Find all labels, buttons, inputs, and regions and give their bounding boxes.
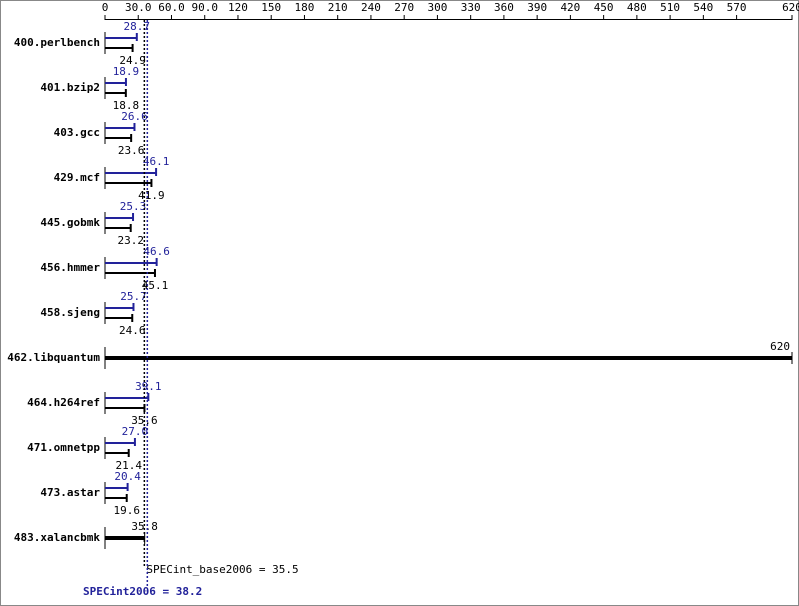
category-label: 473.astar <box>40 486 100 499</box>
x-tick-label: 60.0 <box>158 1 185 14</box>
value-label: 35.8 <box>131 520 158 533</box>
value-label: 25.7 <box>120 290 147 303</box>
category-label: 456.hmmer <box>40 261 100 274</box>
score-label: SPECint2006 = 38.2 <box>83 585 202 598</box>
bar <box>105 82 126 84</box>
value-label: 18.8 <box>113 99 140 112</box>
value-label: 28.7 <box>124 20 151 33</box>
x-tick-label: 0 <box>102 1 109 14</box>
value-label: 23.6 <box>118 144 145 157</box>
bar <box>105 452 129 454</box>
bar <box>105 272 155 274</box>
category-label: 458.sjeng <box>40 306 100 319</box>
x-tick-label: 120 <box>228 1 248 14</box>
value-label: 46.1 <box>143 155 170 168</box>
value-label: 19.6 <box>113 504 140 517</box>
x-tick-label: 210 <box>328 1 348 14</box>
x-tick-label: 570 <box>727 1 747 14</box>
bar <box>105 47 133 49</box>
x-tick-label: 540 <box>693 1 713 14</box>
bar <box>105 182 152 184</box>
bar <box>105 356 792 360</box>
bar <box>105 127 135 129</box>
category-label: 483.xalancbmk <box>14 531 100 544</box>
bar <box>105 307 134 309</box>
x-tick-label: 360 <box>494 1 514 14</box>
x-tick-label: 330 <box>461 1 481 14</box>
value-label: 25.3 <box>120 200 147 213</box>
value-label: 20.4 <box>114 470 141 483</box>
bar <box>105 497 127 499</box>
x-tick-label: 620 <box>782 1 799 14</box>
x-tick-label: 450 <box>594 1 614 14</box>
value-label: 39.1 <box>135 380 162 393</box>
value-label: 24.6 <box>119 324 146 337</box>
value-label: 46.6 <box>143 245 170 258</box>
bar <box>105 217 134 219</box>
value-label: 23.2 <box>117 234 144 247</box>
value-label: 45.1 <box>142 279 169 292</box>
category-label: 429.mcf <box>54 171 100 184</box>
x-tick-label: 180 <box>295 1 315 14</box>
bar <box>105 487 128 489</box>
bar <box>105 407 145 409</box>
bar <box>105 137 132 139</box>
bar <box>105 172 157 174</box>
x-tick-label: 420 <box>560 1 580 14</box>
x-tick-label: 90.0 <box>191 1 218 14</box>
bar <box>105 536 145 540</box>
category-label: 464.h264ref <box>27 396 100 409</box>
category-label: 445.gobmk <box>40 216 100 229</box>
value-label: 24.9 <box>119 54 146 67</box>
x-tick-label: 390 <box>527 1 547 14</box>
value-label: 27.0 <box>122 425 149 438</box>
value-label: 620 <box>770 340 790 353</box>
value-label: 26.6 <box>121 110 148 123</box>
bar <box>105 227 131 229</box>
bar <box>105 262 157 264</box>
x-tick-label: 30.0 <box>125 1 152 14</box>
bar <box>105 442 135 444</box>
x-tick-label: 510 <box>660 1 680 14</box>
category-label: 471.omnetpp <box>27 441 100 454</box>
value-label: 18.9 <box>113 65 140 78</box>
category-label: 400.perlbench <box>14 36 100 49</box>
x-tick-label: 240 <box>361 1 381 14</box>
bar <box>105 92 126 94</box>
x-tick-label: 480 <box>627 1 647 14</box>
score-label: SPECint_base2006 = 35.5 <box>146 563 298 576</box>
bar <box>105 37 137 39</box>
x-tick-label: 270 <box>394 1 414 14</box>
value-label: 21.4 <box>115 459 142 472</box>
x-tick-label: 300 <box>427 1 447 14</box>
category-label: 401.bzip2 <box>40 81 100 94</box>
category-label: 462.libquantum <box>7 351 100 364</box>
x-tick-label: 150 <box>261 1 281 14</box>
bar <box>105 397 149 399</box>
bar <box>105 317 133 319</box>
category-label: 403.gcc <box>54 126 100 139</box>
